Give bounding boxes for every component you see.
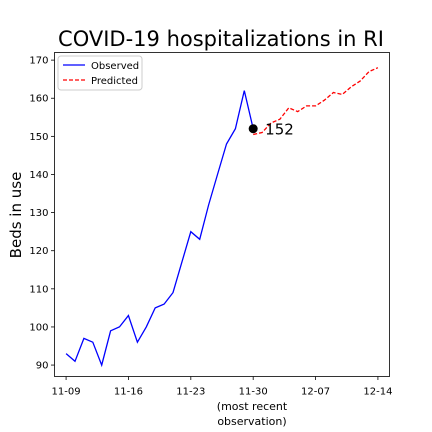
chart-title: COVID-19 hospitalizations in RI [58,27,384,51]
x-tick-label: 11-30 [239,387,268,398]
x-note-line-2: observation) [217,415,286,428]
plot-frame [54,52,390,377]
x-tick-label: 12-07 [301,387,330,398]
x-note-line-1: (most recent [217,400,288,413]
annotation-label: 152 [265,121,294,139]
x-tick-label: 12-14 [363,387,392,398]
series-line-predicted [253,67,379,136]
plot-area: 152 [65,67,379,368]
legend-label-observed: Observed [91,61,139,72]
y-axis-label: Beds in use [7,172,25,259]
y-tick-label: 90 [36,361,49,372]
y-tick-label: 130 [29,208,48,219]
y-tick-label: 160 [29,94,48,105]
series-line-observed [65,90,254,368]
y-tick-label: 140 [29,170,48,181]
legend-label-predicted: Predicted [91,76,138,87]
x-axis: 11-09 11-16 11-23 11-30 12-07 12-14 [52,376,392,398]
y-tick-label: 120 [29,246,48,257]
y-axis: 90 100 110 120 130 140 150 160 170 [29,56,55,372]
y-tick-label: 150 [29,132,48,143]
y-tick-label: 100 [29,322,48,333]
y-tick-label: 110 [29,284,48,295]
x-tick-label: 11-16 [114,387,143,398]
x-tick-label: 11-09 [52,387,81,398]
legend: Observed Predicted [57,55,143,91]
annotation-marker [248,124,258,134]
x-tick-label: 11-23 [176,387,205,398]
y-tick-label: 170 [29,56,48,67]
